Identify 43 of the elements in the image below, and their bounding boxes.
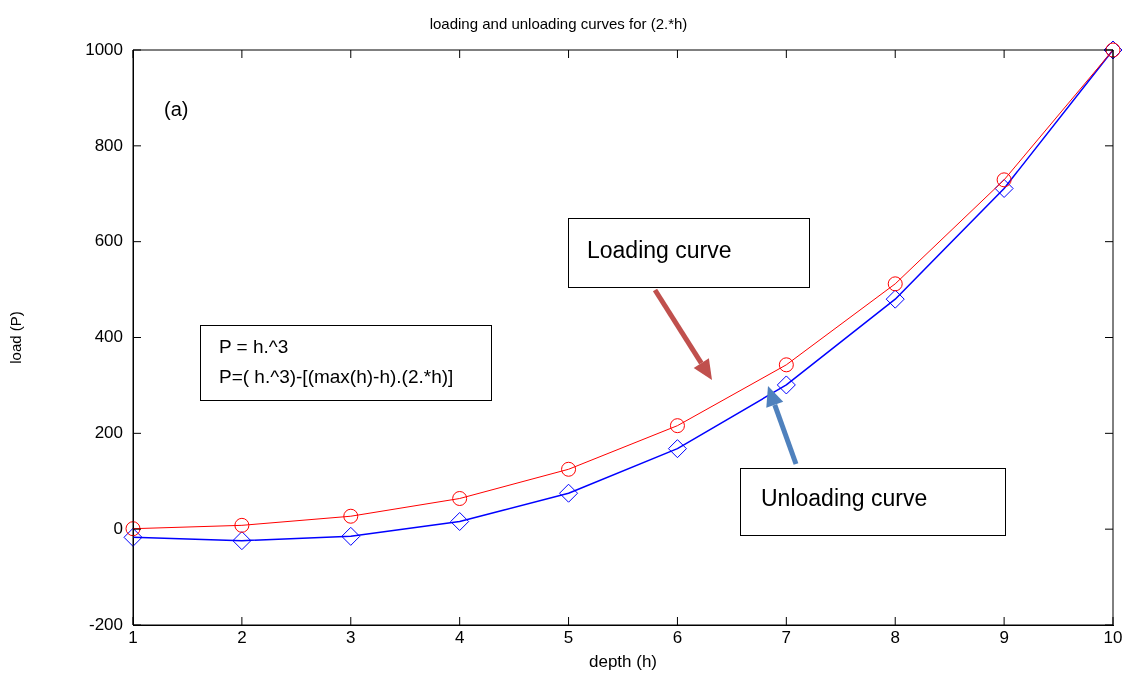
x-tick-label: 4 — [454, 627, 465, 647]
x-tick-label: 10 — [1103, 627, 1123, 647]
annotation: (a) — [164, 98, 189, 121]
point — [996, 172, 1012, 188]
annotation: P=( h.^3)-[(max(h)-h).(2.*h)] — [219, 365, 455, 389]
y-tick-label: 800 — [94, 135, 123, 155]
point — [341, 526, 361, 546]
point — [559, 483, 579, 503]
x-tick-label: 3 — [346, 627, 356, 647]
y-tick-label: 0 — [113, 518, 123, 538]
y-axis-title: load (P) — [7, 311, 25, 364]
point — [450, 512, 470, 531]
x-tick-label: 1 — [128, 627, 138, 647]
text-box: P = h.^3 P=( h.^3)-[(max(h)-h).(2.*h)] — [200, 325, 492, 401]
text-box: Unloading curve — [740, 468, 1006, 536]
x-tick-label: 5 — [563, 627, 574, 647]
x-tick-label: 6 — [672, 627, 683, 647]
text-box: Loading curve — [568, 218, 810, 288]
point — [778, 357, 794, 373]
chart-title: loading and unloading curves for (2.*h) — [429, 15, 688, 33]
point — [232, 531, 252, 551]
x-tick-label: 8 — [890, 627, 900, 647]
point — [125, 521, 141, 537]
x-tick-label: 2 — [237, 627, 247, 647]
y-tick-label: 200 — [94, 423, 123, 443]
point — [561, 461, 577, 477]
y-tick-label: -200 — [88, 614, 123, 634]
point — [667, 439, 687, 459]
point — [887, 276, 903, 292]
point — [123, 527, 143, 547]
point — [669, 418, 685, 434]
y-tick-label: 400 — [94, 327, 123, 347]
x-tick-label: 7 — [781, 627, 792, 647]
point — [234, 517, 250, 533]
point — [776, 375, 796, 395]
y-tick-label: 600 — [94, 231, 123, 251]
x-tick-label: 9 — [999, 627, 1009, 647]
point — [343, 508, 359, 524]
x-axis-title: depth (h) — [588, 652, 658, 672]
point — [885, 289, 905, 309]
point — [452, 491, 468, 506]
annotation: P = h.^3 — [219, 335, 290, 359]
y-tick-label: 1000 — [85, 39, 123, 59]
